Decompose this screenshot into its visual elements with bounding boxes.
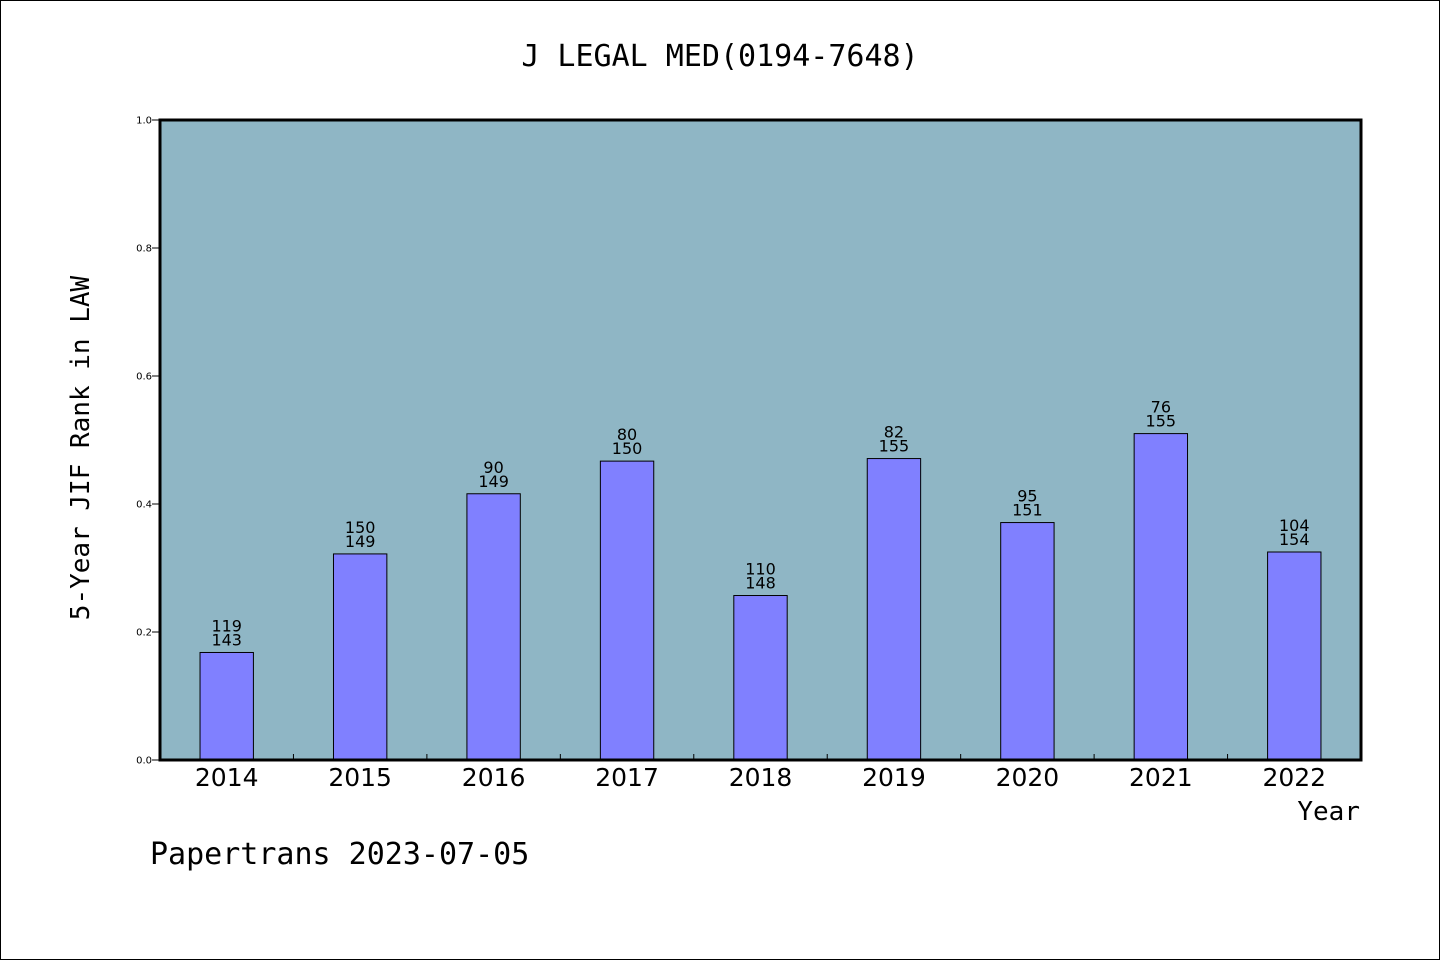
bar-2022: [1267, 551, 1322, 761]
bar-total-label: 143: [211, 630, 242, 649]
bar-2021: [1133, 433, 1189, 761]
x-tick-label: 2021: [1129, 763, 1193, 792]
bar-total-label: 154: [1279, 530, 1310, 549]
bar-2019: [866, 458, 922, 761]
bar-total-label: 155: [879, 437, 910, 456]
bar-total-label: 149: [478, 472, 509, 491]
x-tick-label: 2020: [996, 763, 1060, 792]
y-tick-label: 0.4: [136, 500, 152, 511]
x-tick-label: 2014: [195, 763, 259, 792]
bar-2020: [1000, 522, 1055, 761]
bar-rank-label: 110: [745, 560, 776, 579]
bar-total-label: 148: [745, 574, 776, 593]
x-tick-label: 2015: [328, 763, 392, 792]
x-tick-label: 2017: [595, 763, 659, 792]
bar-2014: [199, 651, 254, 761]
x-tick-label: 2022: [1262, 763, 1326, 792]
bar-total-label: 149: [345, 532, 376, 551]
bar-rank-label: 82: [884, 423, 904, 442]
x-axis: 2014 2015 2016 2017 2018 2019 2020 2021 2022: [195, 754, 1326, 792]
bar-rank-label: 95: [1017, 487, 1037, 506]
x-tick-label: 2018: [729, 763, 793, 792]
bar-rank-label: 119: [211, 616, 242, 635]
x-axis-label: Year: [1297, 797, 1360, 827]
bar-rank-label: 90: [483, 458, 503, 477]
bar-total-label: 151: [1012, 501, 1043, 520]
bars: 1191431501499014980150110148821559515176…: [199, 398, 1322, 761]
bar-2015: [332, 553, 388, 761]
bar-rank-label: 76: [1151, 398, 1171, 417]
y-axis: 0.0 0.2 0.4 0.6 0.8 1.0: [136, 116, 160, 767]
plot-border: [158, 118, 1363, 762]
y-tick-label: 0.0: [136, 756, 152, 767]
bar-rank-label: 104: [1279, 516, 1310, 535]
bar-total-label: 150: [612, 439, 643, 458]
bar-rank-label: 80: [617, 425, 637, 444]
bar-2017: [599, 460, 655, 761]
footer-text: Papertrans 2023-07-05: [150, 837, 529, 872]
y-tick-label: 1.0: [136, 116, 152, 127]
bar-rank-label: 150: [345, 518, 376, 537]
y-tick-label: 0.2: [136, 628, 152, 639]
bar-2016: [466, 493, 521, 761]
y-tick-label: 0.8: [136, 244, 152, 255]
y-tick-label: 0.6: [136, 372, 152, 383]
bar-2018: [733, 595, 788, 761]
x-tick-label: 2019: [862, 763, 926, 792]
y-axis-label: 5-Year JIF Rank in LAW: [66, 275, 96, 620]
chart-title: J LEGAL MED(0194-7648): [521, 39, 918, 74]
x-tick-label: 2016: [462, 763, 526, 792]
bar-total-label: 155: [1146, 412, 1177, 431]
